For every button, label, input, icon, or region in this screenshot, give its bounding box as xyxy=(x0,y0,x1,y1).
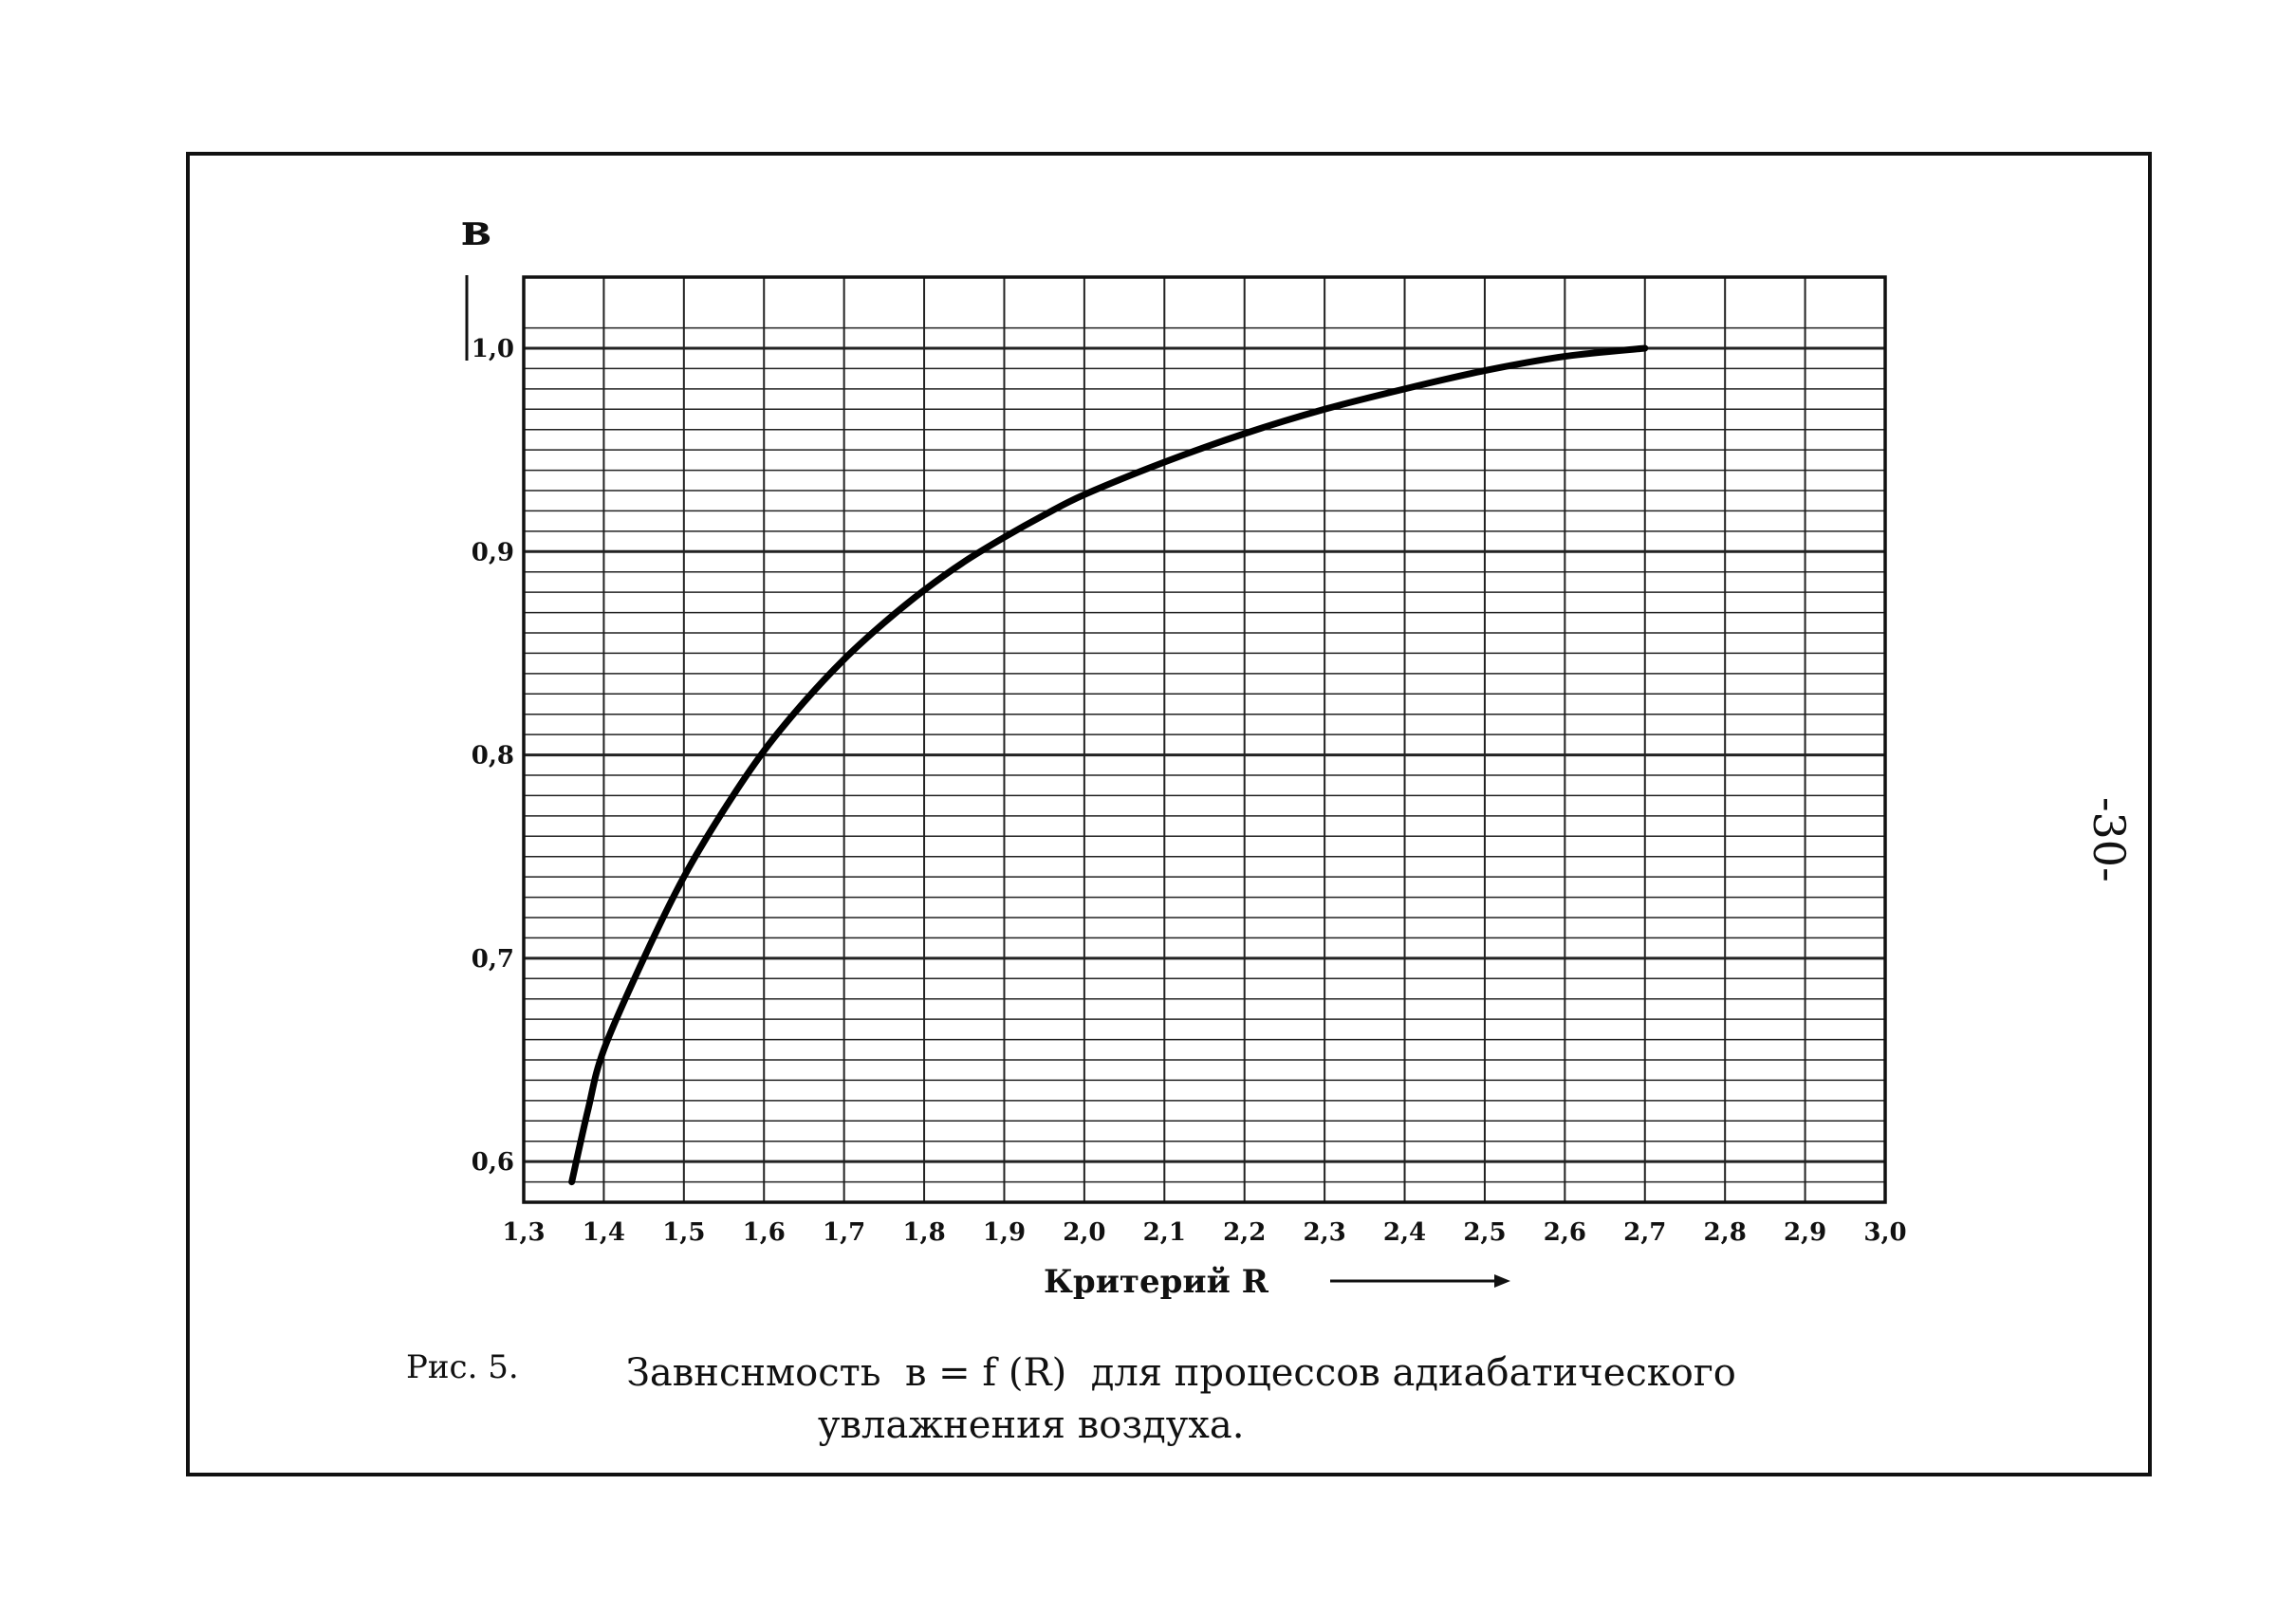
x-tick-label: 2,6 xyxy=(1544,1218,1586,1247)
x-tick-label: 2,4 xyxy=(1383,1218,1426,1247)
y-tick-label: 0,8 xyxy=(472,742,514,770)
x-tick-label: 2,8 xyxy=(1704,1218,1747,1247)
x-tick-label: 2,7 xyxy=(1623,1218,1666,1247)
x-tick-label: 1,3 xyxy=(502,1218,545,1247)
x-tick-label: 1,7 xyxy=(823,1218,865,1247)
x-tick-label: 2,1 xyxy=(1143,1218,1186,1247)
chart-tick-layer: 1,3 1,4 1,5 1,6 1,7 1,8 1,9 2,0 2,1 2,2 2,3 2,4 2,5 2… xyxy=(472,335,1907,1247)
figure-frame xyxy=(186,152,2152,1476)
page-number: -30- xyxy=(2083,797,2135,882)
x-tick-label: 1,8 xyxy=(902,1218,945,1247)
x-tick-label: 2,0 xyxy=(1063,1218,1105,1247)
y-axis-label: в xyxy=(461,204,491,255)
y-tick-label: 0,6 xyxy=(472,1148,514,1177)
x-axis-label: Критерий R xyxy=(1044,1263,1269,1301)
x-tick-label: 1,9 xyxy=(983,1218,1026,1247)
caption-line-1: Завнснмость в = f (R) для процессов адиа… xyxy=(626,1351,1736,1395)
figure-number: Рис. 5. xyxy=(406,1348,519,1386)
caption-line-2: увлажнения воздуха. xyxy=(818,1403,1244,1447)
x-axis-arrowhead xyxy=(1494,1274,1510,1288)
x-tick-label: 2,2 xyxy=(1223,1218,1266,1247)
x-tick-label: 2,5 xyxy=(1463,1218,1506,1247)
y-tick-label: 0,9 xyxy=(472,538,514,566)
y-tick-label: 1,0 xyxy=(472,335,514,363)
x-tick-label: 1,5 xyxy=(662,1218,705,1247)
chart-grid xyxy=(524,277,1885,1202)
x-tick-label: 1,6 xyxy=(743,1218,786,1247)
chart-curve-layer xyxy=(568,344,1649,1186)
x-tick-label: 1,4 xyxy=(583,1218,625,1247)
y-tick-label: 0,7 xyxy=(472,945,514,974)
x-tick-label: 3,0 xyxy=(1863,1218,1906,1247)
x-tick-label: 2,3 xyxy=(1304,1218,1346,1247)
x-tick-label: 2,9 xyxy=(1784,1218,1826,1247)
plot-border xyxy=(522,275,1887,1204)
series-line xyxy=(568,344,1649,1186)
